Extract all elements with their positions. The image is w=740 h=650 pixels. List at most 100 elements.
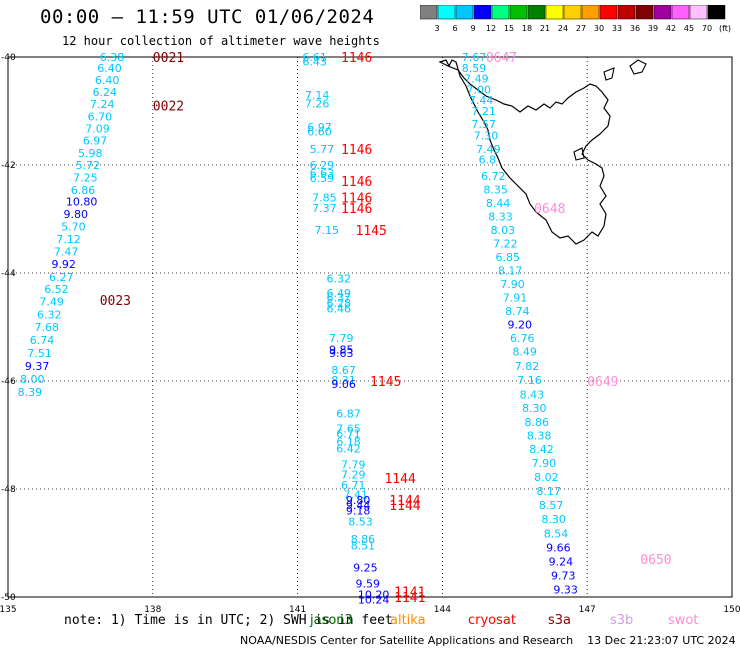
colorbar-label: 24 [558,24,568,33]
wave-height-value: 6.40 [97,62,122,75]
wave-height-value: 9.25 [353,561,378,574]
wave-height-value: 7.68 [35,321,60,334]
legend-s3a: s3a [548,613,572,628]
colorbar-label: 36 [630,24,640,33]
wave-height-value: 9.59 [356,578,381,591]
colorbar-label: 27 [576,24,586,33]
wave-height-value: 8.00 [20,373,45,386]
wave-height-value: 9.80 [346,494,371,507]
colorbar-label: 6 [452,24,457,33]
wave-height-value: 5.70 [61,221,86,234]
wave-height-value: 7.79 [341,459,366,472]
colorbar-swatch [689,5,708,20]
colorbar-label: 70 [702,24,712,33]
colorbar-swatch [509,5,528,20]
wave-height-value: 9.80 [64,208,89,221]
wave-height-value: 9.37 [25,360,50,373]
colorbar-label: 12 [486,24,496,33]
lat-tick-label: -40 [1,53,16,63]
wave-height-value: 8.49 [512,345,537,358]
wave-height-value: 7.37 [312,202,337,215]
colorbar-swatch [420,5,438,20]
wave-height-points: 6.386.406.406.247.246.707.096.975.985.72… [18,51,578,607]
wave-height-value: 7.65 [336,423,361,436]
lat-lon-grid [7,56,733,598]
lon-tick-label: 150 [723,605,740,615]
colorbar-label: 21 [540,24,550,33]
pass-time-label: 1144 [384,472,415,487]
colorbar-swatch [635,5,654,20]
wave-height-value: 7.85 [312,191,337,204]
lat-tick-label: -50 [1,593,16,603]
wave-height-value: 9.20 [508,318,533,331]
colorbar-label: (ft) [719,24,731,33]
wave-height-value: 8.74 [505,305,530,318]
wave-height-value: 5.77 [310,143,335,156]
lon-tick-label: 135 [0,605,17,615]
wave-height-value: 9.63 [329,347,354,360]
pass-time-label: 1146 [341,202,372,217]
wave-height-value: 7.47 [54,245,79,258]
wave-height-value: 6.72 [481,170,506,183]
pass-time-label: 1146 [341,175,372,190]
lon-tick-label: 138 [144,605,161,615]
wave-height-value: 6.38 [100,51,125,64]
wave-height-value: 9.33 [553,583,578,596]
lat-tick-label: -44 [1,269,16,279]
wave-height-value: 7.26 [305,97,330,110]
wave-height-value: 6.40 [95,74,120,87]
colorbar-swatch [617,5,636,20]
wave-height-value: 9.85 [329,344,354,357]
wave-height-value: 8.02 [534,471,559,484]
wave-height-value: 6.60 [307,126,332,139]
wave-height-value: 7.90 [500,278,525,291]
pass-time-label: 1144 [389,499,420,514]
wave-height-value: 8.17 [498,264,523,277]
pass-time-label: 0649 [587,375,618,390]
wave-height-value: 9.44 [346,499,371,512]
wave-height-value: 6.32 [37,309,62,322]
wave-height-value: 9.92 [51,258,76,271]
colorbar-label: 18 [522,24,532,33]
colorbar-label: 3 [434,24,439,33]
wave-height-value: 8.39 [18,386,43,399]
wave-height-value: 7.21 [471,105,496,118]
lon-tick-label: 144 [434,605,451,615]
wave-height-value: 7.29 [341,468,366,481]
wave-height-value: 8.86 [524,416,549,429]
wave-height-value: 7.90 [532,457,557,470]
wave-height-value: 7.51 [27,347,52,360]
wave-height-value: 7.15 [314,224,339,237]
colorbar-swatch [473,5,492,20]
map-frame [7,56,733,598]
colorbar-label: 9 [470,24,475,33]
pass-time-label: 0022 [153,100,184,115]
colorbar-label: 42 [666,24,676,33]
wave-height-value: 8.03 [491,224,515,237]
pass-time-label: 0021 [153,51,184,66]
wave-height-value: 6.52 [44,283,68,296]
pass-time-label: 1146 [341,191,372,206]
colorbar-swatch [455,5,474,20]
wave-height-value: 8.35 [483,183,508,196]
wave-height-value: 7.91 [503,291,528,304]
wave-height-value: 6.97 [83,135,108,148]
wave-height-value: 6.74 [30,334,55,347]
wave-height-value: 6.70 [88,110,113,123]
legend-cryosat: cryosat [468,613,516,628]
wave-height-value: 6.8 [479,154,497,167]
wave-height-value: 7.14 [305,89,330,102]
wave-height-value: 8.33 [488,210,512,223]
wave-height-value: 7.09 [85,122,110,135]
wave-height-colorbar: 3 6 9 12 15 18 21 24 27 30 33 36 39 42 45 70 (ft) [420,5,731,33]
wave-height-value: 9.73 [551,569,576,582]
wave-height-value: 6.59 [310,172,335,185]
colorbar-swatch [563,5,582,20]
wave-height-value: 7.79 [329,332,354,345]
wave-height-value: 6.43 [302,55,327,68]
wave-height-value: 7.12 [56,233,80,246]
colorbar-label: 30 [594,24,604,33]
wave-height-value: 7.00 [467,83,492,96]
wave-height-value: 8.38 [527,430,552,443]
wave-height-value: 7.44 [469,94,494,107]
